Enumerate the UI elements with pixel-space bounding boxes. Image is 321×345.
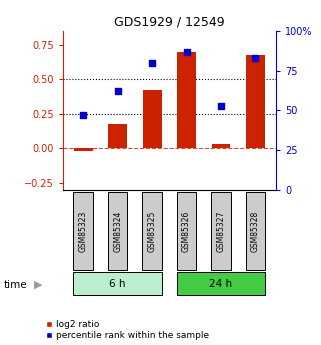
Text: GSM85328: GSM85328 bbox=[251, 210, 260, 252]
Text: GSM85323: GSM85323 bbox=[79, 210, 88, 252]
Text: GSM85327: GSM85327 bbox=[216, 210, 225, 252]
Text: 6 h: 6 h bbox=[109, 279, 126, 289]
FancyBboxPatch shape bbox=[211, 192, 231, 270]
Point bbox=[81, 112, 86, 118]
Point bbox=[218, 103, 223, 108]
Bar bbox=[74, 148, 93, 151]
Point bbox=[150, 60, 155, 66]
Text: GSM85324: GSM85324 bbox=[113, 210, 122, 252]
Text: 24 h: 24 h bbox=[209, 279, 232, 289]
FancyBboxPatch shape bbox=[74, 272, 162, 295]
Bar bbox=[246, 55, 265, 148]
Text: ▶: ▶ bbox=[34, 280, 42, 289]
FancyBboxPatch shape bbox=[177, 192, 196, 270]
Point bbox=[115, 89, 120, 94]
Point bbox=[253, 55, 258, 61]
Bar bbox=[177, 52, 196, 148]
FancyBboxPatch shape bbox=[246, 192, 265, 270]
Legend: log2 ratio, percentile rank within the sample: log2 ratio, percentile rank within the s… bbox=[46, 320, 209, 341]
Title: GDS1929 / 12549: GDS1929 / 12549 bbox=[114, 16, 225, 29]
Text: GSM85326: GSM85326 bbox=[182, 210, 191, 252]
Point bbox=[184, 49, 189, 55]
Bar bbox=[143, 90, 161, 148]
Text: GSM85325: GSM85325 bbox=[148, 210, 157, 252]
FancyBboxPatch shape bbox=[142, 192, 162, 270]
Text: time: time bbox=[3, 280, 27, 289]
FancyBboxPatch shape bbox=[108, 192, 127, 270]
Bar bbox=[108, 124, 127, 148]
FancyBboxPatch shape bbox=[74, 192, 93, 270]
FancyBboxPatch shape bbox=[177, 272, 265, 295]
Bar bbox=[212, 144, 230, 148]
